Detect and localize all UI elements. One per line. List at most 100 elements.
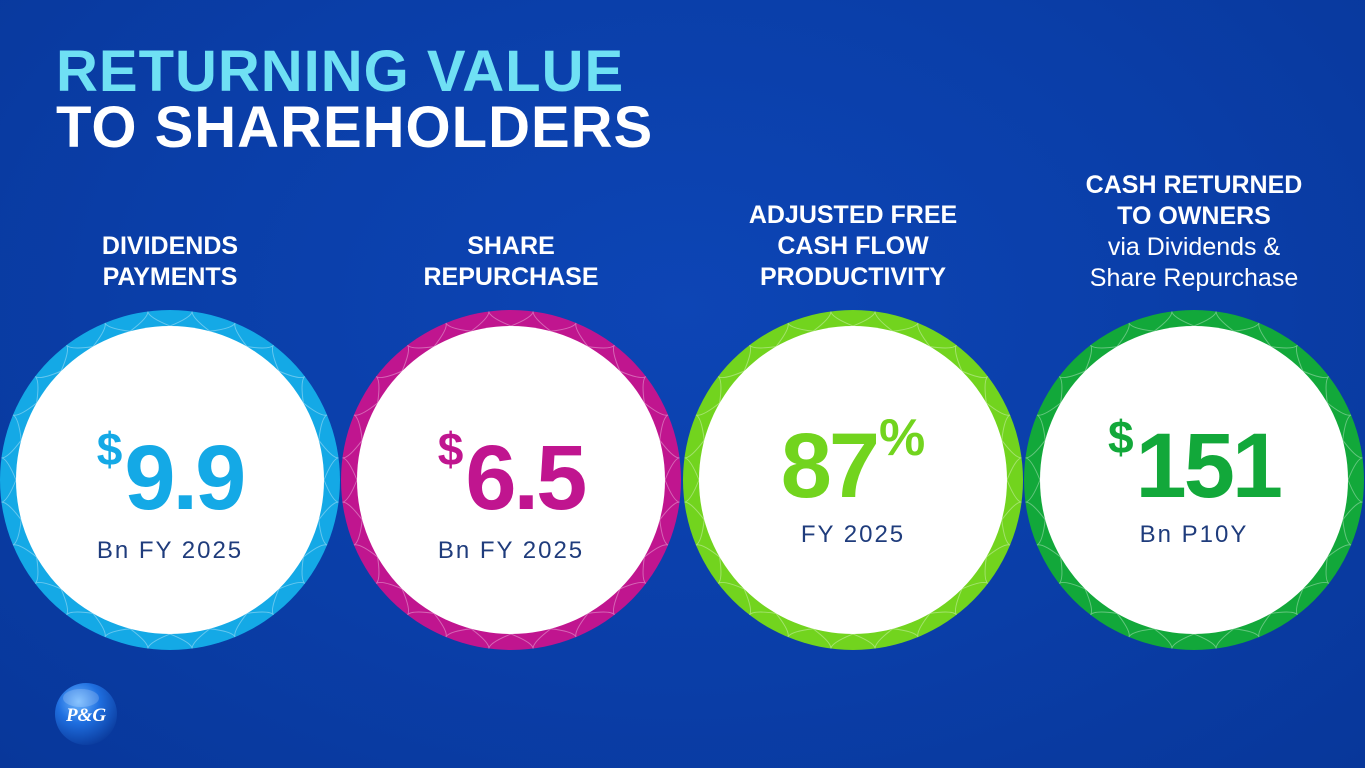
currency-symbol: $	[1107, 411, 1134, 463]
ring-pattern-stroke	[1025, 479, 1046, 521]
ring-pattern-stroke	[353, 402, 378, 441]
title-line-1: RETURNING VALUE	[56, 39, 625, 104]
stat-ring: 87% FY 2025	[683, 310, 1023, 650]
stat-number: 6.5	[465, 427, 587, 529]
currency-symbol: $	[437, 423, 464, 475]
ring-pattern-stroke	[619, 370, 647, 404]
ring-pattern	[684, 311, 1022, 649]
stat-ring: $6.5 Bn FY 2025	[341, 310, 681, 650]
stat-label-line: PAYMENTS	[102, 263, 238, 291]
ring-pattern-stroke	[470, 311, 512, 332]
stat-label-line: PRODUCTIVITY	[759, 263, 947, 291]
stat-number: 9.9	[124, 427, 246, 529]
ring-pattern-stroke	[1036, 402, 1061, 441]
ring-pattern-stroke	[1084, 588, 1118, 616]
pg-logo-icon: P&G	[55, 683, 117, 745]
stat-subtext: Bn FY 2025	[96, 537, 244, 564]
ring-pattern-stroke	[1233, 322, 1272, 347]
stat-circle: $6.5 Bn FY 2025	[357, 326, 665, 634]
stat-label-line: REPURCHASE	[423, 263, 599, 291]
ring-pattern-stroke	[1, 479, 22, 521]
ring-pattern-stroke	[812, 311, 854, 332]
ring-pattern-stroke	[209, 322, 248, 347]
stat-number: 87	[780, 415, 880, 517]
stat-value: $9.9	[16, 423, 324, 531]
stat-circle: $151 Bn P10Y	[1040, 326, 1348, 634]
ring-pattern-stroke	[1270, 588, 1304, 616]
stat-label-line: TO OWNERS	[1117, 202, 1271, 230]
title-line-2: TO SHAREHOLDERS	[56, 95, 654, 160]
ring-pattern	[1, 311, 339, 649]
slide-title: RETURNING VALUE TO SHAREHOLDERS	[56, 39, 654, 160]
ring-pattern-stroke	[278, 556, 306, 590]
stat-label-line: DIVIDENDS	[101, 232, 239, 260]
ring-pattern-stroke	[1036, 519, 1061, 558]
ring-pattern-stroke	[695, 402, 720, 441]
ring-pattern-stroke	[401, 344, 435, 372]
ring-pattern-stroke	[12, 519, 37, 558]
ring-pattern-stroke	[1270, 344, 1304, 372]
ring-pattern-stroke	[342, 439, 363, 481]
ring-pattern-stroke	[743, 344, 777, 372]
stat-number: 151	[1135, 415, 1283, 517]
ring-pattern-stroke	[12, 402, 37, 441]
ring-pattern-stroke	[695, 519, 720, 558]
ring-pattern-stroke	[961, 556, 989, 590]
ring-pattern-stroke	[852, 311, 894, 332]
stat-label-line: ADJUSTED FREE	[748, 201, 958, 229]
ring-pattern-stroke	[375, 370, 403, 404]
stat-label: ADJUSTED FREE CASH FLOW PRODUCTIVITY	[683, 200, 1023, 293]
stat-value: $6.5	[357, 423, 665, 531]
ring-pattern-stroke	[375, 556, 403, 590]
ring-pattern-stroke	[169, 311, 211, 332]
ring-pattern-stroke	[34, 556, 62, 590]
ring-pattern-stroke	[1, 439, 22, 481]
stat-label: CASH RETURNED TO OWNERS via Dividends & …	[1024, 170, 1364, 294]
ring-pattern-stroke	[1193, 311, 1235, 332]
ring-pattern-stroke	[1302, 556, 1330, 590]
stat-label-line: Share Repurchase	[1089, 264, 1299, 292]
ring-pattern-stroke	[892, 322, 931, 347]
ring-pattern-stroke	[684, 479, 705, 521]
percent-symbol: %	[879, 409, 926, 467]
ring-pattern-stroke	[433, 322, 472, 347]
stat-value: 87%	[699, 409, 1007, 519]
ring-pattern-stroke	[961, 370, 989, 404]
ring-pattern-stroke	[1084, 344, 1118, 372]
stat-label-line: SHARE	[467, 232, 555, 260]
stat-label-line: via Dividends &	[1107, 233, 1281, 261]
stat-label: DIVIDENDS PAYMENTS	[0, 231, 340, 293]
stat-label-line: CASH RETURNED	[1085, 171, 1303, 199]
stat-ring: $151 Bn P10Y	[1024, 310, 1364, 650]
ring-pattern-stroke	[550, 322, 589, 347]
ring-pattern	[1025, 311, 1363, 649]
ring-pattern-stroke	[1116, 322, 1155, 347]
ring-pattern-stroke	[278, 370, 306, 404]
ring-pattern-stroke	[60, 344, 94, 372]
stat-subtext: Bn P10Y	[1139, 521, 1249, 548]
stat-circle: $9.9 Bn FY 2025	[16, 326, 324, 634]
ring-pattern-stroke	[1302, 370, 1330, 404]
stat-ring: $9.9 Bn FY 2025	[0, 310, 340, 650]
ring-pattern-stroke	[717, 556, 745, 590]
ring-pattern-stroke	[587, 588, 621, 616]
ring-pattern-stroke	[619, 556, 647, 590]
logo-text: P&G	[65, 705, 106, 726]
ring-pattern-stroke	[743, 588, 777, 616]
ring-pattern-stroke	[353, 519, 378, 558]
ring-pattern-stroke	[587, 344, 621, 372]
ring-pattern-stroke	[92, 322, 131, 347]
ring-pattern-stroke	[1025, 439, 1046, 481]
ring-pattern	[342, 311, 680, 649]
ring-pattern-stroke	[775, 322, 814, 347]
ring-pattern-stroke	[342, 479, 363, 521]
ring-pattern-stroke	[929, 344, 963, 372]
currency-symbol: $	[96, 423, 123, 475]
ring-pattern-stroke	[401, 588, 435, 616]
ring-pattern-stroke	[129, 311, 171, 332]
stat-label-line: CASH FLOW	[777, 232, 929, 260]
stat-circle: 87% FY 2025	[699, 326, 1007, 634]
ring-pattern-stroke	[929, 588, 963, 616]
ring-pattern-stroke	[246, 588, 280, 616]
